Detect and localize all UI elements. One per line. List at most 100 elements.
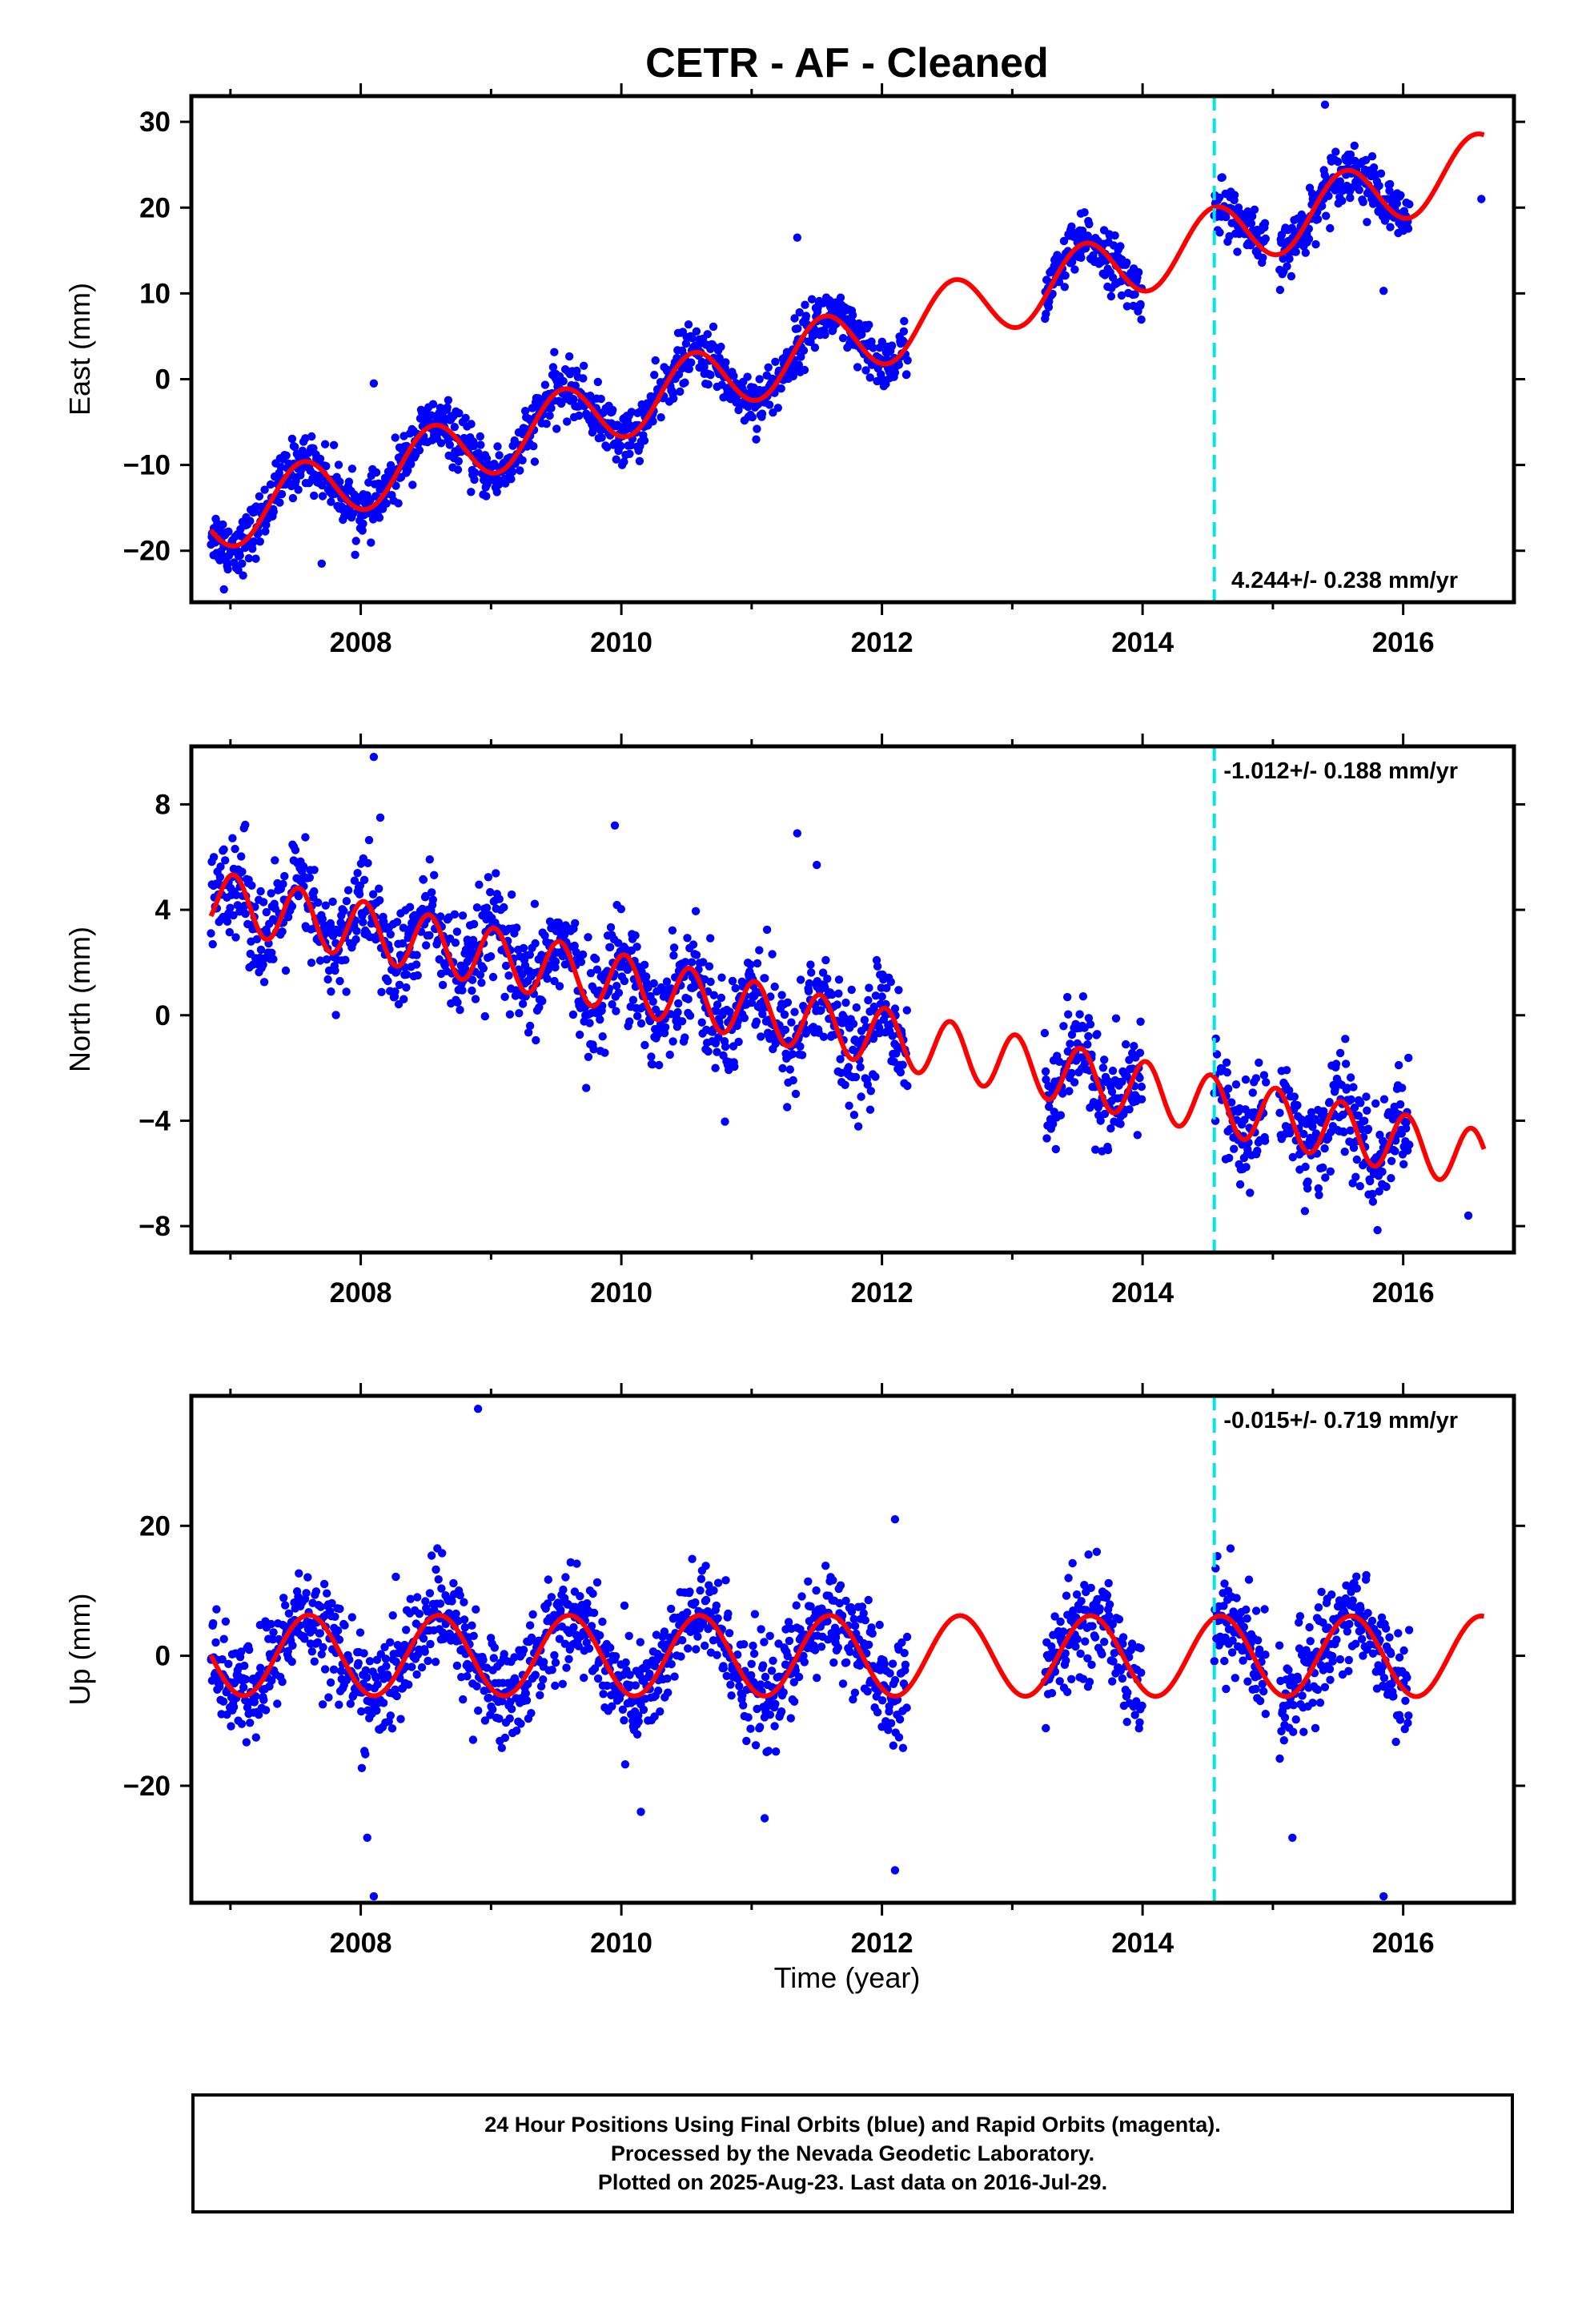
- data-point: [616, 905, 625, 914]
- data-point: [625, 1017, 634, 1026]
- data-point: [640, 1040, 649, 1050]
- data-point: [1293, 1675, 1303, 1684]
- data-point: [316, 1602, 325, 1611]
- data-point: [1222, 1684, 1231, 1694]
- data-point: [510, 436, 519, 445]
- data-point: [1385, 1633, 1394, 1642]
- data-point: [899, 327, 909, 336]
- data-point: [639, 1705, 648, 1715]
- data-point: [1231, 1674, 1240, 1683]
- data-point: [1047, 1642, 1056, 1651]
- x-tick-label: 2014: [1111, 1928, 1174, 1959]
- data-point: [850, 1622, 860, 1630]
- data-point: [1239, 1656, 1247, 1665]
- data-point: [733, 1651, 742, 1659]
- data-point: [561, 1573, 570, 1582]
- data-point: [1103, 1145, 1113, 1155]
- data-point: [500, 1733, 510, 1743]
- data-point: [1242, 1605, 1251, 1614]
- data-point: [606, 923, 616, 932]
- data-point: [772, 1747, 781, 1756]
- data-point: [1395, 1100, 1405, 1109]
- data-point: [317, 1650, 326, 1659]
- data-point: [889, 1057, 898, 1067]
- data-point: [273, 1699, 282, 1708]
- data-point: [347, 1613, 356, 1622]
- data-point: [223, 917, 232, 927]
- data-point: [528, 1610, 537, 1619]
- data-point: [339, 907, 348, 915]
- data-point: [379, 917, 388, 927]
- data-point: [758, 1010, 767, 1019]
- data-point: [484, 873, 493, 882]
- data-point: [219, 1697, 228, 1706]
- data-point: [1331, 147, 1340, 156]
- data-point: [631, 1681, 640, 1690]
- data-point: [218, 1655, 227, 1664]
- data-point: [836, 293, 845, 302]
- data-point: [863, 1687, 872, 1696]
- data-point: [1375, 181, 1383, 191]
- data-point: [620, 1716, 628, 1725]
- data-point: [287, 1657, 296, 1667]
- data-point: [847, 1607, 857, 1616]
- data-point: [463, 1672, 472, 1681]
- data-point: [406, 1594, 415, 1603]
- data-point: [1260, 1605, 1269, 1614]
- data-point: [1067, 222, 1076, 231]
- data-point: [1305, 1622, 1314, 1632]
- data-point: [817, 1642, 826, 1651]
- data-point: [860, 1015, 869, 1024]
- y-tick-label: 20: [139, 1510, 171, 1542]
- data-point: [291, 442, 299, 452]
- data-point: [656, 413, 665, 422]
- data-point: [823, 1617, 832, 1626]
- data-point: [868, 1629, 877, 1638]
- data-point: [859, 1609, 868, 1618]
- y-tick-label: 20: [139, 192, 171, 223]
- data-point: [1105, 1611, 1114, 1620]
- data-point: [902, 1703, 911, 1712]
- y-tick-label: −20: [123, 1771, 171, 1802]
- data-point: [402, 1626, 411, 1634]
- data-point: [1228, 1636, 1237, 1645]
- data-point: [1334, 157, 1343, 167]
- data-point: [260, 485, 269, 494]
- data-point: [238, 867, 247, 876]
- data-point: [851, 1072, 861, 1082]
- data-point: [1404, 1053, 1413, 1063]
- plot-area-east: [207, 96, 1486, 602]
- data-point: [1116, 1120, 1125, 1128]
- data-point: [369, 1892, 379, 1901]
- data-point: [666, 1010, 675, 1019]
- data-point: [1403, 1719, 1412, 1727]
- data-point: [760, 1814, 769, 1823]
- data-point: [771, 357, 780, 366]
- data-point: [532, 1035, 540, 1045]
- data-point: [436, 912, 445, 921]
- data-point: [520, 407, 530, 416]
- data-point: [1320, 1144, 1329, 1153]
- data-point: [721, 1117, 729, 1126]
- data-point: [699, 958, 708, 967]
- data-point: [1042, 1075, 1050, 1084]
- data-point: [887, 341, 897, 350]
- data-point: [221, 1617, 231, 1626]
- data-point: [432, 1565, 440, 1574]
- data-point: [1219, 1602, 1228, 1610]
- data-point: [540, 380, 550, 389]
- data-point: [1277, 1727, 1286, 1735]
- data-point: [1359, 198, 1367, 207]
- data-point: [603, 1681, 612, 1691]
- data-point: [1391, 1737, 1400, 1747]
- data-point: [1085, 1678, 1094, 1687]
- data-point: [1225, 1153, 1234, 1163]
- data-point: [777, 384, 785, 393]
- data-point: [559, 376, 568, 386]
- data-points-east: [207, 100, 1486, 594]
- data-point: [800, 365, 809, 375]
- data-point: [1324, 191, 1333, 200]
- data-point: [1381, 1624, 1391, 1633]
- data-point: [697, 1574, 706, 1583]
- data-point: [231, 844, 239, 854]
